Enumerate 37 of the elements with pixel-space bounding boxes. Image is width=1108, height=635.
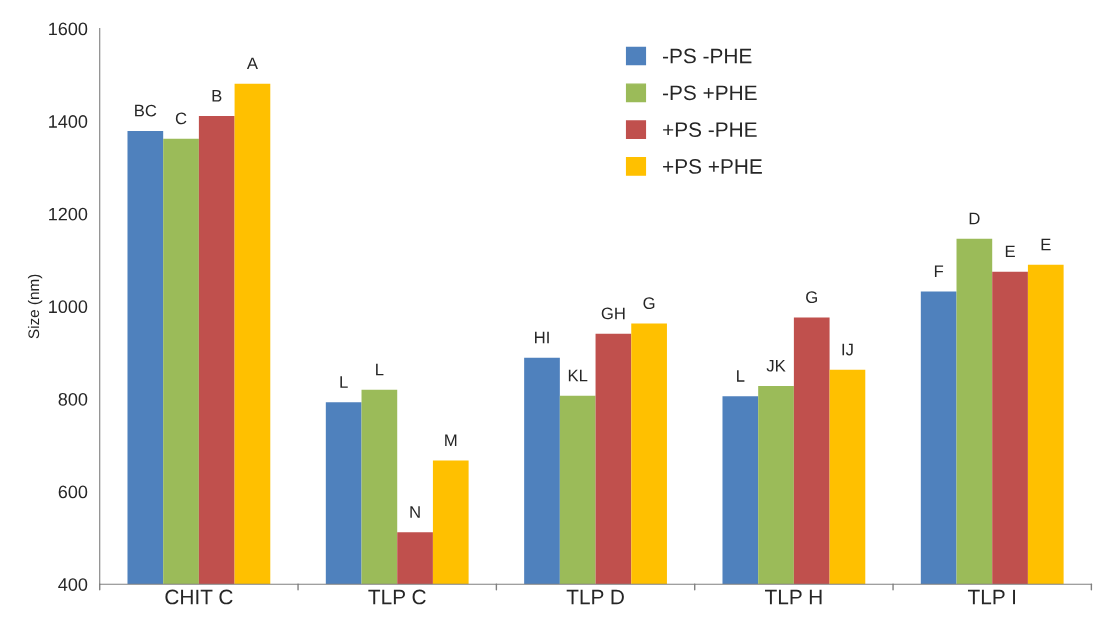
data-label: BC: [135, 104, 157, 117]
x-tick-label: TLP I: [967, 589, 1015, 605]
x-tick-label: CHIT C: [165, 589, 233, 605]
data-label: E: [1041, 238, 1051, 251]
x-tick-label: TLP D: [566, 589, 624, 605]
y-tick-label: 1400: [49, 115, 88, 128]
legend-label: -PS -PHE: [662, 48, 752, 64]
y-tick-label: 800: [58, 392, 88, 406]
data-label: L: [737, 370, 745, 382]
data-label: KL: [568, 369, 588, 382]
legend-label: +PS +PHE: [663, 159, 762, 174]
data-label: L: [340, 376, 348, 388]
data-label: A: [246, 57, 258, 70]
data-label: C: [175, 112, 187, 125]
data-label: D: [969, 212, 980, 225]
data-label: L: [376, 363, 384, 376]
data-label: IJ: [842, 343, 853, 356]
data-label: GH: [601, 307, 625, 320]
data-label: E: [1005, 245, 1015, 258]
y-tick-label: 1200: [49, 207, 88, 221]
y-tick-label: 1600: [49, 22, 88, 36]
y-tick-label: 600: [58, 485, 88, 499]
data-label: HI: [535, 331, 549, 344]
data-label: JK: [766, 359, 786, 372]
data-label: G: [806, 291, 817, 304]
x-tick-label: TLP H: [765, 589, 822, 605]
data-label: G: [643, 297, 655, 310]
legend-label: -PS +PHE: [662, 85, 757, 101]
x-tick-label: TLP C: [368, 589, 426, 605]
legend-label: +PS -PHE: [663, 122, 757, 138]
y-tick-label: 400: [58, 578, 88, 591]
data-label: M: [445, 434, 457, 446]
y-tick-label: 1000: [49, 300, 88, 314]
data-label: N: [410, 506, 420, 518]
data-label: B: [212, 90, 222, 102]
y-axis-title: Size (nm): [27, 274, 43, 339]
data-label: F: [934, 265, 944, 277]
